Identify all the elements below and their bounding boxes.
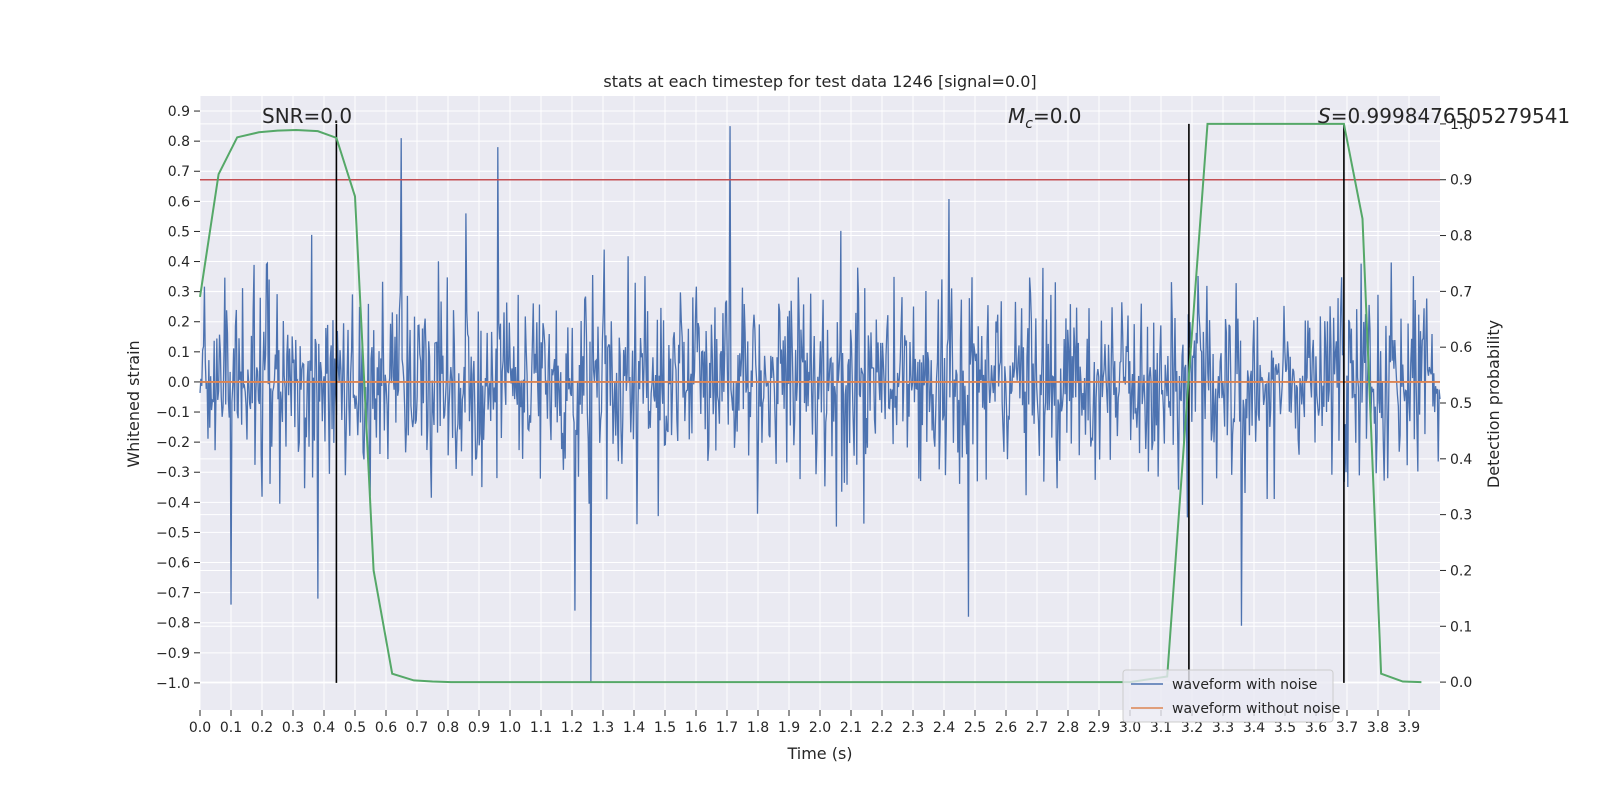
s-annotation: S=0.9998476505279541 [1318,104,1570,128]
x-tick-label: 2.9 [1088,720,1110,736]
x-tick-label: 1.6 [685,720,707,736]
x-tick-label: 2.5 [964,720,986,736]
y-tick-label: −0.9 [156,646,190,662]
y2-tick-label: 0.6 [1450,340,1472,356]
y-tick-label: −0.8 [156,616,190,632]
series-layer [199,122,1441,684]
s-value: =0.9998476505279541 [1331,104,1570,128]
y2-tick-label: 0.7 [1450,284,1472,300]
x-tick-label: 3.6 [1305,720,1327,736]
x-tick-label: 3.4 [1243,720,1265,736]
x-tick-label: 1.7 [716,720,738,736]
y-tick-label: −0.2 [156,435,190,451]
y-tick-label: −0.3 [156,465,190,481]
x-tick-label: 2.1 [840,720,862,736]
x-tick-label: 3.7 [1336,720,1358,736]
x-tick-label: 2.7 [1026,720,1048,736]
x-tick-label: 1.1 [530,720,552,736]
x-tick-label: 0.6 [375,720,397,736]
y2-tick-label: 0.5 [1450,396,1472,412]
x-tick-label: 0.9 [468,720,490,736]
y-tick-label: 0.7 [168,164,190,180]
x-tick-label: 3.0 [1119,720,1141,736]
y2-tick-label: 0.4 [1450,452,1472,468]
x-tick-label: 1.5 [654,720,676,736]
y-tick-label: 0.3 [168,285,190,301]
x-tick-label: 3.5 [1274,720,1296,736]
y-tick-label: −0.7 [156,586,190,602]
x-tick-label: 1.2 [561,720,583,736]
y2-tick-label: 0.0 [1450,675,1472,691]
legend-box [1122,669,1334,723]
x-axis-label: Time (s) [786,744,852,763]
x-tick-label: 0.2 [251,720,273,736]
x-tick-label: 1.8 [747,720,769,736]
y-tick-label: −0.6 [156,556,190,572]
y-tick-label: 0.0 [168,375,190,391]
legend-entry-clean: waveform without noise [1172,701,1340,717]
y-tick-label: −1.0 [156,676,190,692]
x-tick-label: 2.0 [809,720,831,736]
y2-tick-label: 0.8 [1450,229,1472,245]
x-tick-label: 0.8 [437,720,459,736]
x-tick-label: 0.1 [220,720,242,736]
y-tick-label: 0.1 [168,345,190,361]
y-tick-label: 0.5 [168,224,190,240]
y-tick-label: −0.5 [156,525,190,541]
snr-annotation: SNR=0.0 [262,104,352,128]
y-axis-label: Whitened strain [124,340,143,467]
y2-axis-label: Detection probability [1484,320,1503,488]
x-tick-label: 0.4 [313,720,335,736]
y-tick-label: 0.9 [168,104,190,120]
series-waveform-with-noise [199,126,1441,683]
legend: waveform with noise waveform without noi… [1122,669,1340,723]
x-tick-label: 1.4 [623,720,645,736]
x-tick-label: 3.8 [1367,720,1389,736]
y2-tick-label: 0.3 [1450,508,1472,524]
y-tick-label: 0.4 [168,255,190,271]
y-tick-label: −0.4 [156,495,190,511]
mc-value: =0.0 [1033,104,1082,128]
x-tick-label: 0.3 [282,720,304,736]
x-tick-label: 1.9 [778,720,800,736]
x-tick-label: 2.2 [871,720,893,736]
x-tick-label: 3.2 [1181,720,1203,736]
y2-tick-label: 0.9 [1450,173,1472,189]
y-tick-label: 0.8 [168,134,190,150]
y2-tick-label: 0.1 [1450,619,1472,635]
x-tick-label: 0.5 [344,720,366,736]
y-tick-label: 0.2 [168,315,190,331]
y-tick-label: 0.6 [168,194,190,210]
x-tick-label: 2.6 [995,720,1017,736]
legend-entry-noise: waveform with noise [1172,677,1317,693]
ticks: 0.0 0.1 0.2 0.3 0.4 0.5 0.6 0.7 0.8 0.9 1.0 1.1 1.2 1… [156,104,1472,736]
grid [199,96,1440,710]
series-detection-probability [199,122,1422,684]
mc-annotation: Mc=0.0 [1008,104,1082,132]
mc-subscript: c [1025,116,1033,132]
y2-tick-label: 0.2 [1450,563,1472,579]
chart-title: stats at each timestep for test data 124… [603,72,1036,91]
x-tick-label: 1.0 [499,720,521,736]
x-tick-label: 2.3 [902,720,924,736]
x-tick-label: 2.8 [1057,720,1079,736]
x-tick-label: 0.0 [189,720,211,736]
mc-symbol: M [1008,104,1025,128]
x-tick-label: 2.4 [933,720,955,736]
x-tick-label: 0.7 [406,720,428,736]
y-tick-label: −0.1 [156,405,190,421]
x-tick-label: 1.3 [592,720,614,736]
x-tick-label: 3.9 [1398,720,1420,736]
y2-tick-label: 1.0 [1450,117,1472,133]
x-tick-label: 3.3 [1212,720,1234,736]
s-symbol: S [1318,104,1331,128]
x-tick-label: 3.1 [1150,720,1172,736]
